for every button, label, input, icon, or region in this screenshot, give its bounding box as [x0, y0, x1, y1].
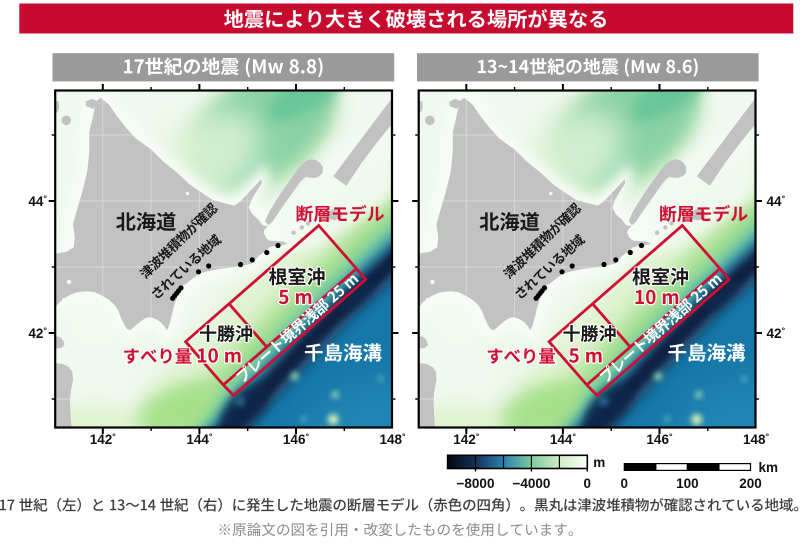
svg-text:146°: 146° [283, 432, 310, 448]
svg-text:148°: 148° [743, 432, 770, 448]
svg-text:m: m [593, 455, 605, 470]
svg-text:km: km [759, 460, 779, 475]
svg-text:142°: 142° [453, 432, 480, 448]
svg-text:44°: 44° [28, 194, 47, 210]
svg-text:100: 100 [676, 476, 699, 491]
svg-text:146°: 146° [646, 432, 673, 448]
svg-text:42°: 42° [767, 326, 786, 342]
svg-text:42°: 42° [28, 326, 47, 342]
svg-text:144°: 144° [550, 432, 577, 448]
svg-text:−4000: −4000 [512, 476, 550, 491]
svg-text:200: 200 [739, 476, 762, 491]
svg-text:−8000: −8000 [457, 476, 495, 491]
svg-text:148°: 148° [380, 432, 407, 448]
svg-text:144°: 144° [186, 432, 213, 448]
svg-text:142°: 142° [90, 432, 117, 448]
svg-text:0: 0 [621, 476, 629, 491]
svg-text:44°: 44° [767, 194, 786, 210]
svg-text:0: 0 [584, 476, 592, 491]
